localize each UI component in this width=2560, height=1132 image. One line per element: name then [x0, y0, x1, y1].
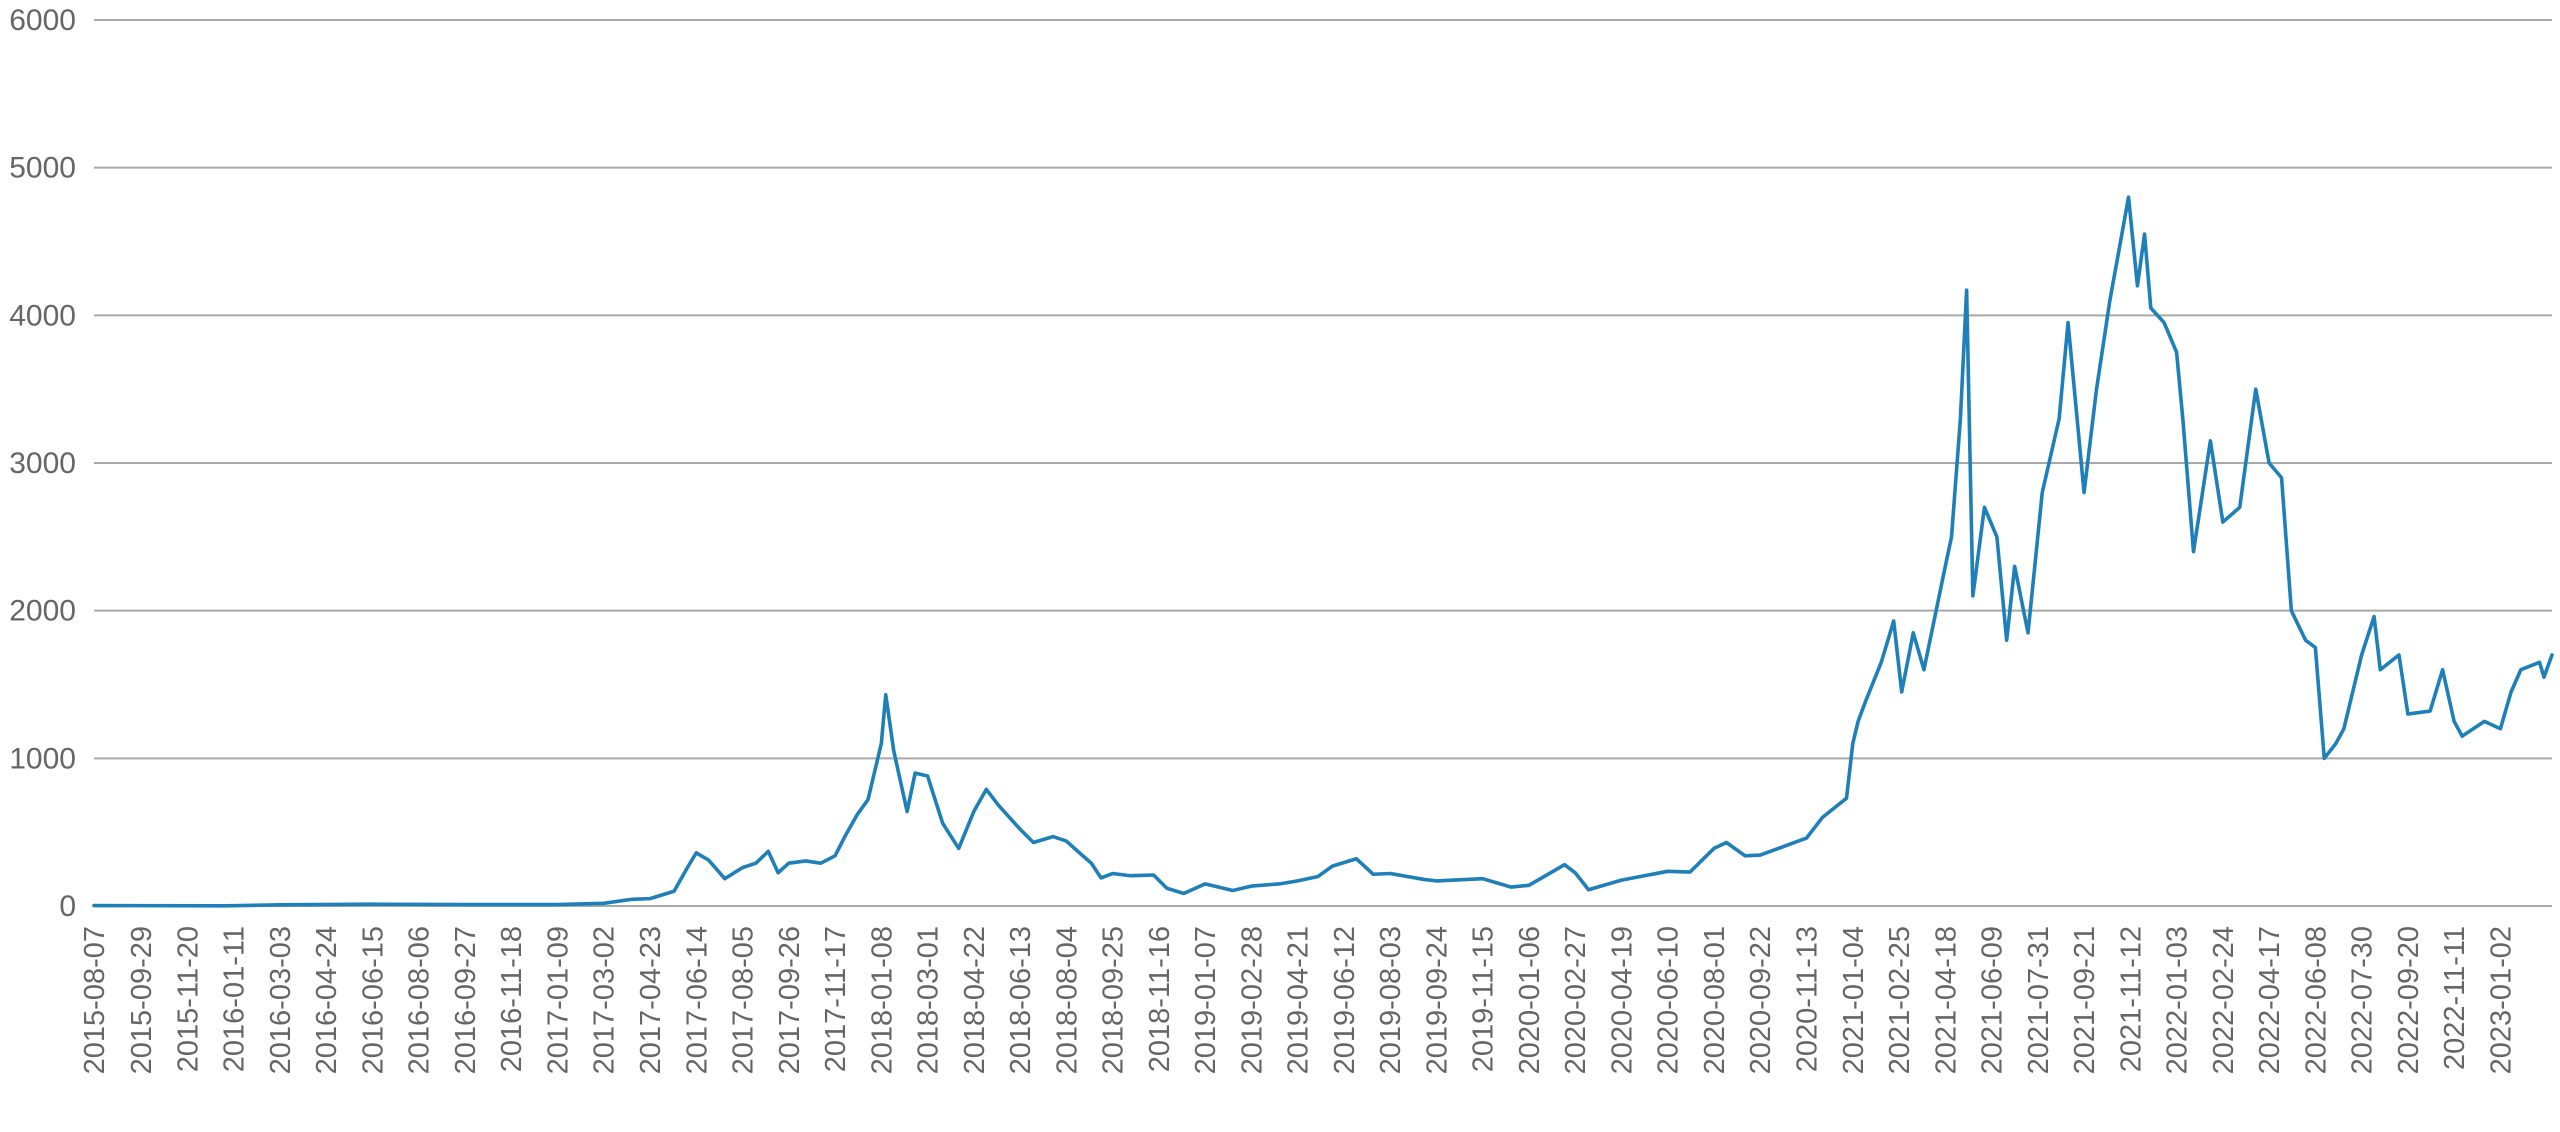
x-tick-label: 2018-03-01	[913, 926, 945, 1074]
y-tick-label: 0	[59, 890, 76, 923]
series-line-0	[92, 195, 2554, 908]
x-tick-label: 2022-04-17	[2254, 926, 2286, 1074]
x-tick-label: 2020-02-27	[1560, 926, 1592, 1074]
x-tick-label: 2018-01-08	[866, 926, 898, 1074]
x-tick-label: 2016-09-27	[450, 926, 482, 1074]
grid-lines	[94, 19, 2552, 907]
x-tick-label: 2021-04-18	[1930, 926, 1962, 1074]
x-tick-label: 2016-03-03	[265, 926, 297, 1074]
x-tick-label: 2021-11-12	[2115, 926, 2147, 1072]
x-tick-label: 2019-09-24	[1421, 926, 1453, 1074]
x-tick-label: 2021-06-09	[1977, 926, 2009, 1074]
x-tick-label: 2020-01-06	[1514, 926, 1546, 1074]
series-layer	[92, 195, 2554, 908]
y-tick-label: 3000	[9, 447, 76, 480]
x-tick-label: 2021-09-21	[2069, 926, 2101, 1074]
x-tick-label: 2016-06-15	[357, 926, 389, 1074]
x-tick-label: 2022-09-20	[2393, 926, 2425, 1074]
x-tick-label: 2020-06-10	[1653, 926, 1685, 1074]
x-tick-label: 2015-11-20	[172, 926, 204, 1072]
x-tick-label: 2016-11-18	[496, 926, 528, 1072]
x-tick-label: 2019-06-12	[1329, 926, 1361, 1074]
x-tick-label: 2019-08-03	[1375, 926, 1407, 1074]
x-tick-label: 2021-02-25	[1884, 926, 1916, 1074]
y-tick-label: 6000	[9, 4, 76, 37]
x-tick-label: 2016-04-24	[311, 926, 343, 1074]
x-tick-label: 2022-01-03	[2162, 926, 2194, 1074]
x-axis: 2015-08-07 2015-09-29 2015-11-20 2016-01-11…	[79, 926, 2517, 1074]
x-tick-label: 2020-08-01	[1699, 926, 1731, 1074]
x-tick-label: 2017-04-23	[635, 926, 667, 1074]
x-tick-label: 2019-02-28	[1236, 926, 1268, 1074]
x-tick-label: 2017-06-14	[681, 926, 713, 1074]
x-tick-label: 2018-09-25	[1098, 926, 1130, 1074]
x-tick-label: 2019-04-21	[1283, 926, 1315, 1074]
x-tick-label: 2021-07-31	[2023, 926, 2055, 1074]
y-axis: 0 1000 2000 3000 4000 5000 6000	[9, 4, 76, 923]
x-tick-label: 2015-09-29	[126, 926, 158, 1074]
x-tick-label: 2021-01-04	[1838, 926, 1870, 1074]
x-tick-label: 2020-09-22	[1745, 926, 1777, 1074]
y-tick-label: 4000	[9, 299, 76, 332]
x-tick-label: 2020-11-13	[1792, 926, 1824, 1072]
x-tick-label: 2023-01-02	[2485, 926, 2517, 1074]
x-tick-label: 2019-01-07	[1190, 926, 1222, 1074]
x-tick-label: 2017-01-09	[542, 926, 574, 1074]
y-tick-label: 5000	[9, 152, 76, 185]
x-tick-label: 2017-03-02	[589, 926, 621, 1074]
x-tick-label: 2016-01-11	[219, 926, 251, 1072]
x-tick-label: 2022-02-24	[2208, 926, 2240, 1074]
x-tick-label: 2016-08-06	[404, 926, 436, 1074]
x-tick-label: 2015-08-07	[79, 926, 111, 1074]
x-tick-label: 2018-08-04	[1051, 926, 1083, 1074]
x-tick-label: 2017-11-17	[820, 926, 852, 1072]
x-tick-label: 2022-06-08	[2300, 926, 2332, 1074]
x-tick-label: 2018-11-16	[1144, 926, 1176, 1072]
x-tick-label: 2020-04-19	[1606, 926, 1638, 1074]
x-tick-label: 2017-09-26	[774, 926, 806, 1074]
y-tick-label: 1000	[9, 742, 76, 775]
x-tick-label: 2018-04-22	[959, 926, 991, 1074]
x-tick-label: 2018-06-13	[1005, 926, 1037, 1074]
x-tick-label: 2017-08-05	[728, 926, 760, 1074]
x-tick-label: 2019-11-15	[1468, 926, 1500, 1072]
x-tick-label: 2022-07-30	[2347, 926, 2379, 1074]
y-tick-label: 2000	[9, 595, 76, 628]
x-tick-label: 2022-11-11	[2439, 926, 2471, 1070]
